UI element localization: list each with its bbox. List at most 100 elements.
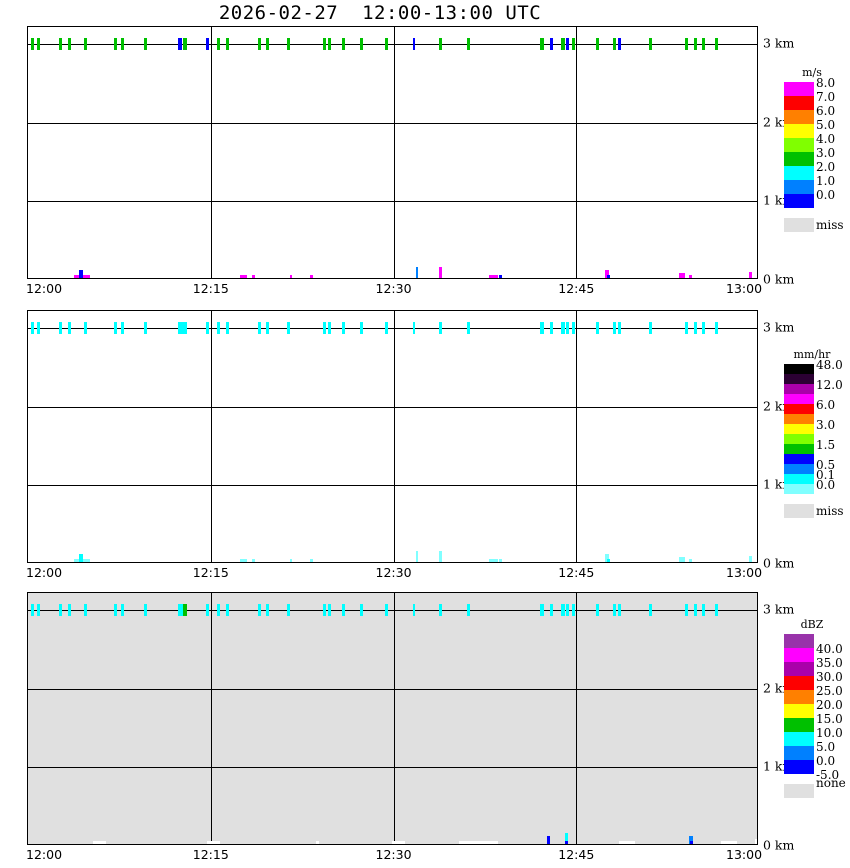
data-mark bbox=[560, 322, 565, 334]
gridline-vertical bbox=[394, 27, 395, 278]
data-mark bbox=[701, 604, 705, 616]
figure-title: 2026-02-27 12:00-13:00 UTC bbox=[218, 2, 542, 24]
data-mark bbox=[617, 38, 621, 50]
data-mark bbox=[688, 274, 692, 278]
data-mark bbox=[678, 273, 685, 278]
data-mark bbox=[67, 38, 71, 50]
data-mark bbox=[648, 38, 652, 50]
data-mark bbox=[67, 604, 71, 616]
data-mark bbox=[438, 322, 442, 334]
legend-swatch bbox=[784, 394, 814, 404]
gridline-vertical bbox=[576, 27, 577, 278]
data-mark bbox=[714, 38, 718, 50]
legend-swatch bbox=[784, 384, 814, 394]
data-mark bbox=[258, 322, 262, 334]
data-mark bbox=[604, 554, 609, 562]
data-mark bbox=[458, 840, 498, 844]
data-mark bbox=[206, 322, 210, 334]
data-mark bbox=[342, 604, 346, 616]
data-mark bbox=[342, 38, 346, 50]
gridline-horizontal bbox=[28, 610, 757, 611]
y-tick-label: 3 km bbox=[763, 35, 795, 51]
legend-tick-label: 0.0 bbox=[816, 478, 836, 492]
x-tick-label: 12:30 bbox=[375, 281, 412, 296]
x-tick-label: 12:45 bbox=[558, 847, 595, 862]
data-mark bbox=[183, 38, 188, 50]
legend-unit-label: dBZ bbox=[800, 618, 824, 631]
legend-tick-label: 7.0 bbox=[816, 90, 836, 104]
legend-tick-label: 0.5 bbox=[816, 458, 836, 472]
data-mark bbox=[207, 840, 221, 844]
y-tick-label: 3 km bbox=[763, 319, 795, 335]
plot-area-rain-intensity bbox=[28, 311, 757, 562]
data-mark bbox=[565, 322, 569, 334]
data-mark bbox=[258, 604, 262, 616]
data-mark bbox=[360, 604, 364, 616]
data-mark bbox=[693, 604, 697, 616]
data-mark bbox=[360, 38, 364, 50]
legend-tick-label: 25.0 bbox=[816, 684, 843, 698]
legend-missing-label: none bbox=[816, 776, 846, 790]
legend-swatch bbox=[784, 662, 814, 676]
legend-tick-label: 5.0 bbox=[816, 118, 836, 132]
data-mark bbox=[684, 604, 688, 616]
data-mark bbox=[595, 604, 599, 616]
legend-swatch bbox=[784, 180, 814, 194]
legend-swatch bbox=[784, 464, 814, 474]
x-tick-label: 13:00 bbox=[726, 281, 763, 296]
legend-swatch bbox=[784, 704, 814, 718]
x-tick-label: 12:00 bbox=[26, 847, 63, 862]
legend-tick-label: 0.0 bbox=[816, 188, 836, 202]
legend-swatch bbox=[784, 474, 814, 484]
gridline-horizontal bbox=[28, 328, 757, 329]
legend-tick-label: 0.0 bbox=[816, 754, 836, 768]
gridline-horizontal bbox=[28, 767, 757, 768]
data-mark bbox=[258, 38, 262, 50]
gridline-vertical bbox=[211, 593, 212, 844]
data-mark bbox=[287, 604, 291, 616]
data-mark bbox=[595, 322, 599, 334]
data-mark bbox=[36, 38, 40, 50]
gridline-vertical bbox=[394, 593, 395, 844]
data-mark bbox=[252, 558, 256, 562]
x-tick-label: 13:00 bbox=[726, 847, 763, 862]
legend-swatch bbox=[784, 760, 814, 774]
data-mark bbox=[466, 38, 470, 50]
data-mark bbox=[323, 322, 327, 334]
axis-title-rain-intensity: Rain Intensity bbox=[0, 310, 86, 563]
data-mark bbox=[144, 604, 148, 616]
legend-swatch bbox=[784, 634, 814, 648]
data-mark bbox=[571, 38, 575, 50]
data-mark bbox=[560, 604, 565, 616]
data-mark bbox=[595, 38, 599, 50]
data-mark bbox=[36, 604, 40, 616]
legend-missing-label: miss bbox=[816, 218, 844, 232]
axis-title-fall-velocity: Fall Velocity bbox=[0, 26, 76, 279]
data-mark bbox=[93, 840, 107, 844]
legend-missing-swatch bbox=[784, 218, 814, 232]
gridline-vertical bbox=[211, 27, 212, 278]
legend-tick-label: 8.0 bbox=[816, 76, 836, 90]
data-mark bbox=[689, 840, 693, 844]
data-mark bbox=[415, 551, 419, 562]
legend-tick-label: 1.5 bbox=[816, 438, 836, 452]
legend-tick-label: 15.0 bbox=[816, 712, 843, 726]
data-mark bbox=[328, 322, 332, 334]
data-mark bbox=[328, 38, 332, 50]
x-tick-label: 12:45 bbox=[558, 281, 595, 296]
y-tick-label: 0 km bbox=[763, 837, 795, 853]
data-mark bbox=[549, 322, 553, 334]
legend-tick-label: 20.0 bbox=[816, 698, 843, 712]
data-mark bbox=[30, 322, 34, 334]
legend-tick-label: 30.0 bbox=[816, 670, 843, 684]
data-mark bbox=[612, 604, 616, 616]
data-mark bbox=[564, 833, 568, 844]
legend-colorbar bbox=[784, 634, 814, 774]
legend-unit-label: m/s bbox=[802, 66, 822, 79]
data-mark bbox=[415, 267, 419, 278]
data-mark bbox=[617, 604, 621, 616]
legend-swatch bbox=[784, 82, 814, 96]
data-mark bbox=[648, 604, 652, 616]
data-mark bbox=[114, 322, 118, 334]
data-mark bbox=[701, 38, 705, 50]
